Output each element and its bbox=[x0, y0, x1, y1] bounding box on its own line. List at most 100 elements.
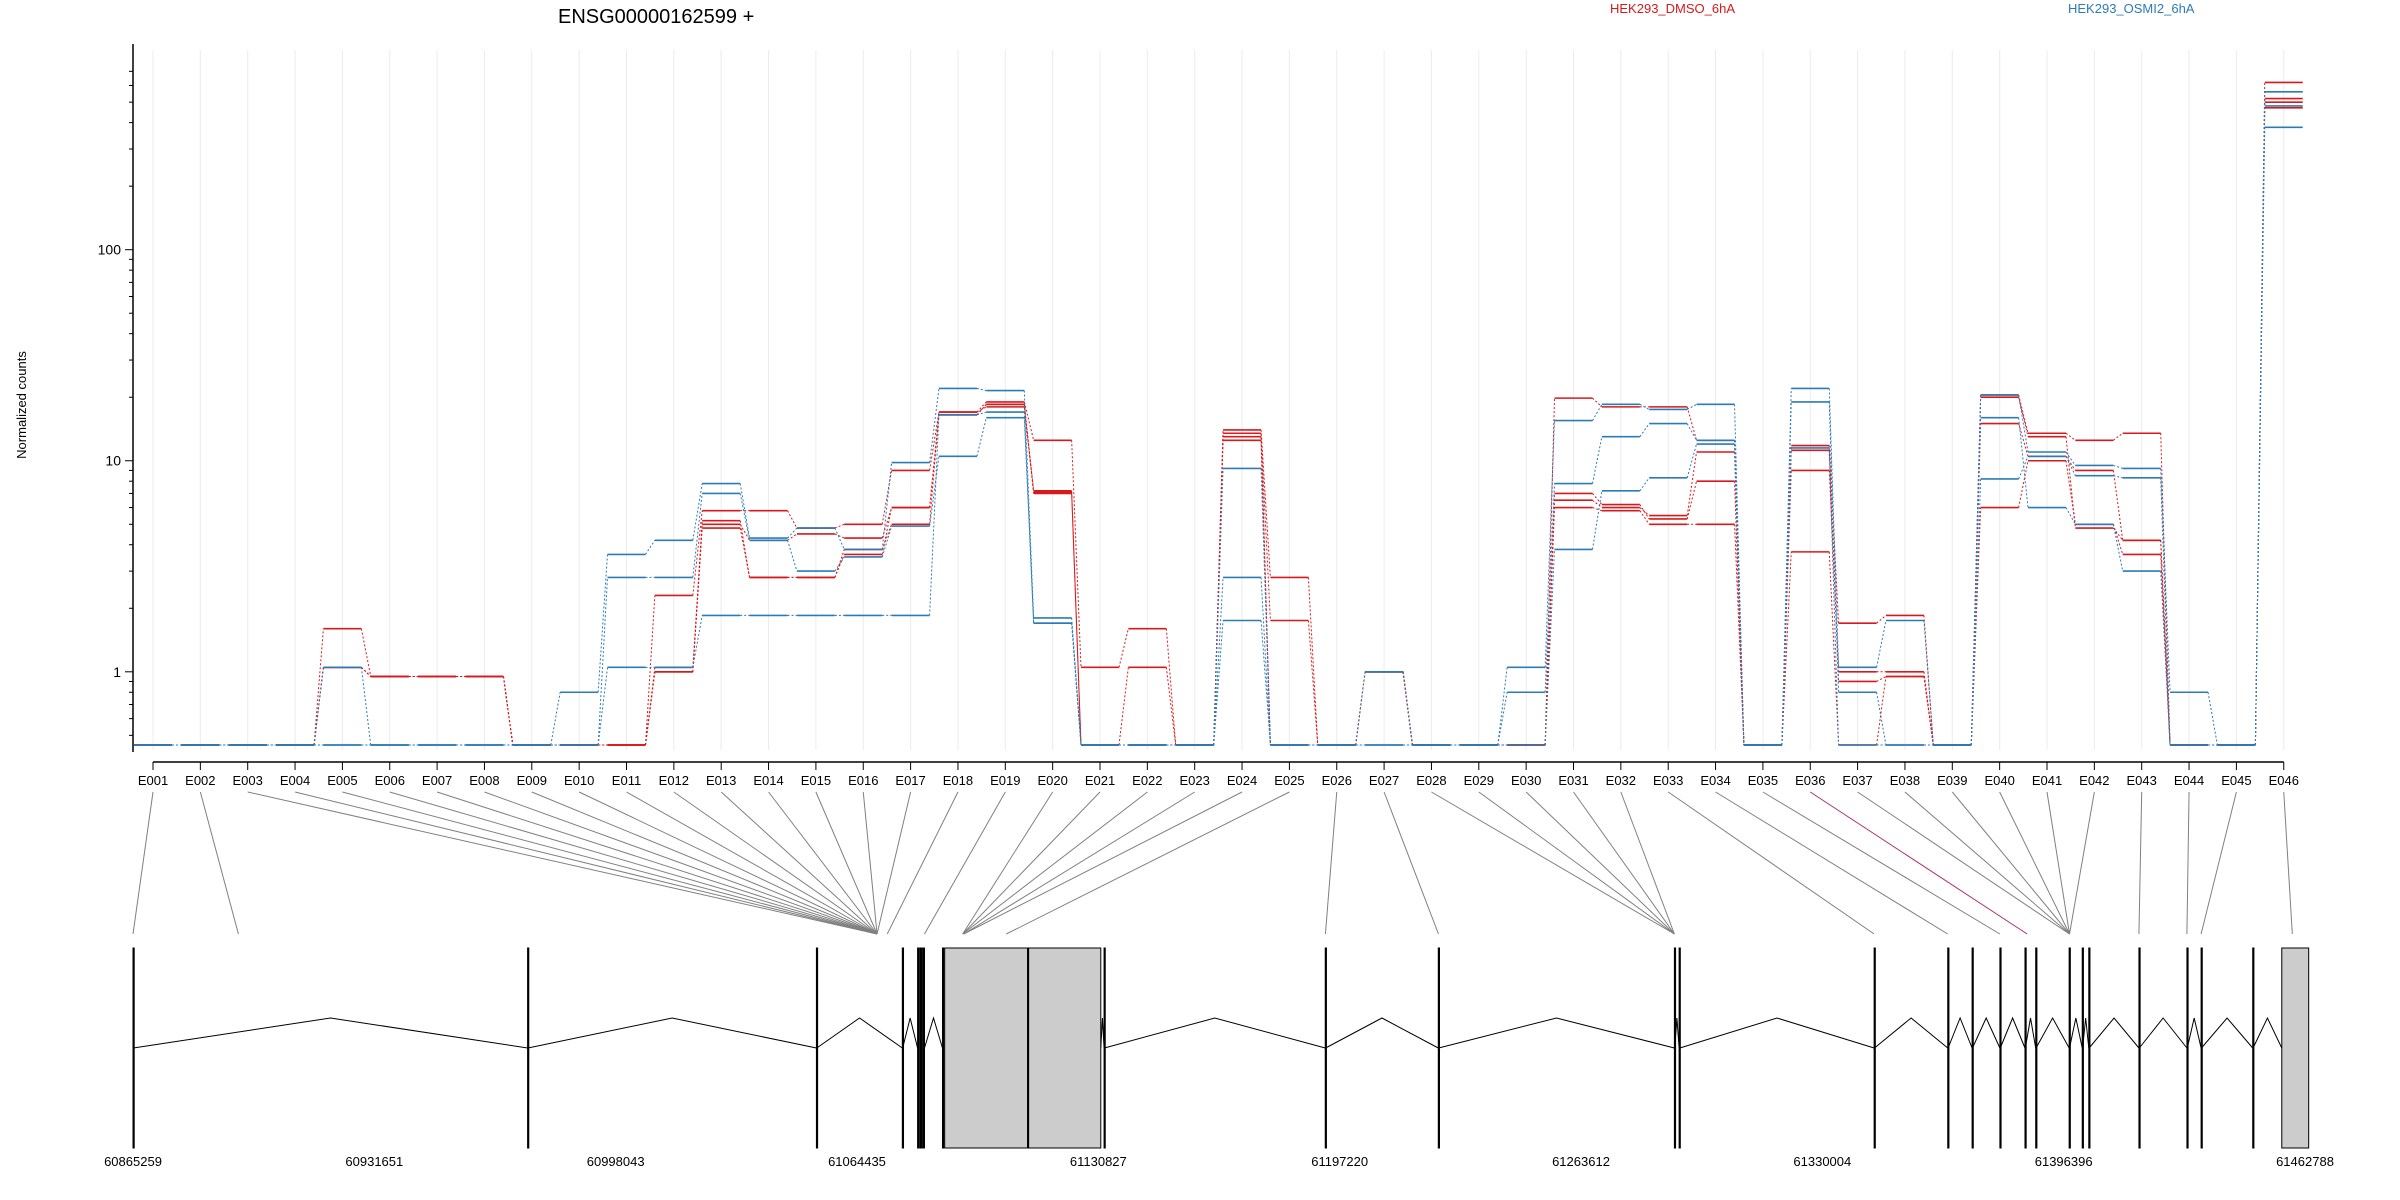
series-connector-segment bbox=[313, 667, 324, 746]
series-connector-segment bbox=[787, 540, 798, 572]
exon bbox=[1673, 947, 1677, 1149]
exon-label: E009 bbox=[517, 773, 547, 788]
exon-connector bbox=[962, 791, 1148, 935]
series-connector-segment bbox=[1970, 507, 1982, 746]
exon bbox=[2200, 947, 2203, 1149]
exon bbox=[919, 947, 923, 1149]
series-connector-segment bbox=[1686, 481, 1698, 520]
exon-large bbox=[1028, 947, 1102, 1149]
series-connector-segment bbox=[1876, 676, 1887, 746]
y-axis-label: Normalized counts bbox=[14, 351, 29, 459]
series-connector-segment bbox=[1828, 388, 1840, 668]
series-connector-segment bbox=[502, 676, 514, 746]
exon-label: E032 bbox=[1606, 773, 1636, 788]
exon-connector bbox=[962, 791, 1054, 935]
series-connector-segment bbox=[929, 388, 940, 463]
exon-connector bbox=[1525, 791, 1675, 935]
exon-label: E026 bbox=[1322, 773, 1352, 788]
series-connector-segment bbox=[787, 533, 798, 541]
series-connector-segment bbox=[1686, 406, 1698, 441]
exon-label: E024 bbox=[1227, 773, 1257, 788]
exon-label: E037 bbox=[1842, 773, 1872, 788]
series-connector-segment bbox=[1118, 628, 1129, 668]
series-connector-segment bbox=[881, 470, 893, 525]
series-connector-segment bbox=[1639, 423, 1650, 437]
intron bbox=[1438, 1017, 1675, 1049]
series-connector-segment bbox=[2065, 460, 2076, 525]
series-connector-segment bbox=[1023, 412, 1035, 624]
exon bbox=[2088, 947, 2091, 1149]
intron bbox=[133, 1017, 528, 1049]
intron bbox=[1325, 1017, 1439, 1049]
series-connector-segment bbox=[360, 667, 372, 746]
series-connector-segment bbox=[834, 533, 845, 539]
exon-label: E027 bbox=[1369, 773, 1399, 788]
series-connector-segment bbox=[1781, 551, 1792, 746]
exon-label: E016 bbox=[848, 773, 878, 788]
series-connector-segment bbox=[1071, 440, 1082, 668]
series-connector-segment bbox=[2018, 394, 2029, 453]
series-connector-segment bbox=[976, 406, 987, 413]
series-connector-segment bbox=[2113, 432, 2124, 441]
intron bbox=[1104, 1017, 1326, 1049]
series-connector-segment bbox=[929, 412, 940, 471]
series-connector-segment bbox=[2018, 423, 2029, 457]
series-connector-segment bbox=[597, 667, 608, 746]
exon-label: E046 bbox=[2269, 773, 2299, 788]
series-connector-segment bbox=[1260, 429, 1271, 578]
exon bbox=[2081, 947, 2084, 1149]
exon-connector bbox=[484, 791, 878, 935]
exon-connector bbox=[963, 791, 1243, 935]
exon-connector bbox=[1951, 791, 2070, 935]
exon-label: E023 bbox=[1180, 773, 1210, 788]
series-connector-segment bbox=[2207, 692, 2218, 746]
exon-connector bbox=[2069, 791, 2095, 935]
series-connector-segment bbox=[1592, 499, 1603, 508]
exon-connector bbox=[1667, 791, 1875, 935]
intron bbox=[1947, 1016, 1973, 1049]
exon-large bbox=[2281, 947, 2310, 1149]
exon-connector bbox=[1999, 791, 2070, 935]
series-connector-segment bbox=[1544, 483, 1555, 693]
series-connector-segment bbox=[1592, 436, 1603, 484]
exon-label: E007 bbox=[422, 773, 452, 788]
intron bbox=[2186, 1017, 2202, 1049]
exon-connector bbox=[1478, 791, 1675, 935]
exon-connector bbox=[886, 791, 959, 935]
exon-label: E003 bbox=[233, 773, 263, 788]
series-connector-segment bbox=[1071, 623, 1082, 746]
series-connector-segment bbox=[1544, 549, 1555, 746]
intron bbox=[2069, 1017, 2083, 1049]
genomic-axis: 60865259 60931651 60998043 61064435 61130827… bbox=[104, 1154, 2334, 1169]
exon bbox=[1999, 947, 2002, 1149]
genomic-tick-label: 61064435 bbox=[828, 1154, 886, 1169]
exon-connector bbox=[673, 791, 878, 935]
series-connector-segment bbox=[1592, 493, 1603, 505]
series-connector-segment bbox=[787, 510, 798, 529]
y-axis: 1 10 100 bbox=[98, 44, 134, 752]
exon-connectors bbox=[132, 791, 2293, 935]
genomic-tick-label: 60931651 bbox=[345, 1154, 403, 1169]
intron bbox=[527, 1017, 817, 1049]
exon-label: E029 bbox=[1464, 773, 1494, 788]
intron bbox=[2035, 1016, 2070, 1049]
series-connector-segment bbox=[692, 483, 703, 541]
exon-connector bbox=[815, 791, 878, 935]
exon-connector bbox=[2283, 791, 2293, 935]
series-connector-segment bbox=[2113, 464, 2123, 469]
series-connector-segment bbox=[1307, 620, 1319, 746]
genomic-tick-label: 60865259 bbox=[104, 1154, 162, 1169]
exon-connector bbox=[1324, 791, 1338, 935]
gene-model bbox=[132, 947, 2310, 1149]
exon-label: E021 bbox=[1085, 773, 1115, 788]
exon-label: E044 bbox=[2174, 773, 2204, 788]
exon bbox=[2024, 947, 2027, 1149]
exon-connector bbox=[1383, 791, 1439, 935]
series-connector-segment bbox=[2065, 436, 2076, 529]
exon-label: E033 bbox=[1653, 773, 1683, 788]
exon-label: E041 bbox=[2032, 773, 2062, 788]
exon-connector bbox=[2046, 791, 2070, 935]
series-connector-segment bbox=[645, 667, 656, 746]
exon-connector bbox=[294, 791, 878, 935]
